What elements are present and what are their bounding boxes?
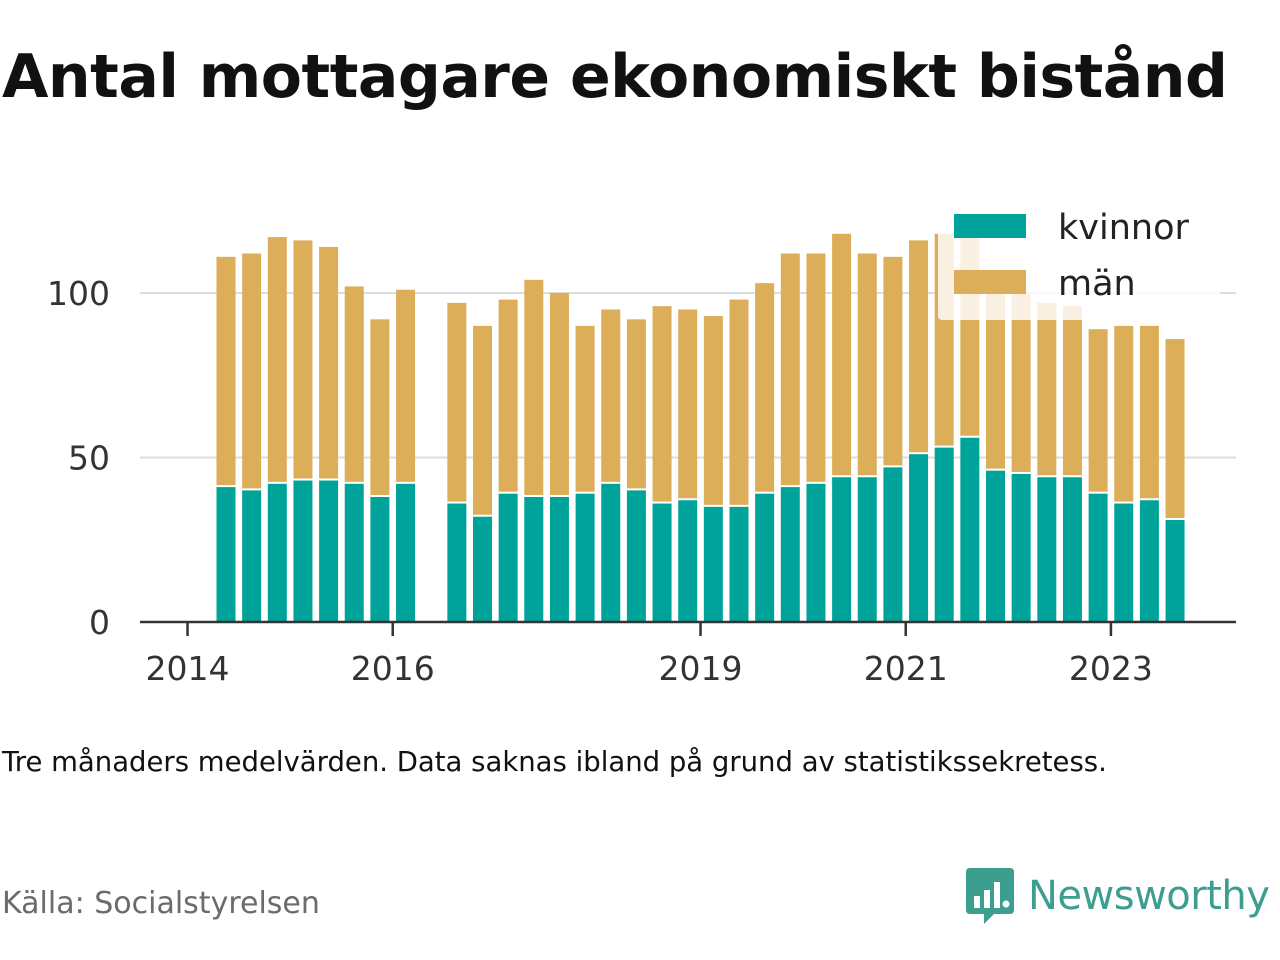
bar-man xyxy=(447,302,467,502)
bar-man xyxy=(601,309,621,482)
bar-kvinnor xyxy=(575,493,595,622)
bar-kvinnor xyxy=(242,490,262,622)
chart-note: Tre månaders medelvärden. Data saknas ib… xyxy=(2,746,1107,778)
bar-kvinnor xyxy=(729,506,749,622)
bar-man xyxy=(780,253,800,486)
legend-label-man: män xyxy=(1058,264,1136,304)
y-axis-ticks: 0 50 100 xyxy=(47,274,110,642)
bar-kvinnor xyxy=(678,500,698,622)
bar-man xyxy=(652,306,672,502)
bar-kvinnor xyxy=(216,487,236,622)
bar-man xyxy=(293,240,313,479)
bar-man xyxy=(1165,339,1185,519)
bar-man xyxy=(883,256,903,466)
x-tick-label: 2019 xyxy=(659,649,743,688)
bar-man xyxy=(806,253,826,482)
bar-man xyxy=(370,319,390,495)
bar-man xyxy=(1011,293,1031,472)
bar-kvinnor xyxy=(1139,500,1159,622)
bar-man xyxy=(1088,329,1108,492)
bar-man xyxy=(832,233,852,476)
bar-kvinnor xyxy=(1114,503,1134,622)
brand-name: Newsworthy xyxy=(1028,873,1270,919)
x-tick-label: 2016 xyxy=(351,649,435,688)
bar-kvinnor xyxy=(370,496,390,622)
stacked-bar-chart: 2014 2016 2019 2021 2023 0 50 100 kvinnor män xyxy=(47,196,1236,688)
bar-kvinnor xyxy=(293,480,313,622)
bar-man xyxy=(498,299,518,492)
bar-kvinnor xyxy=(755,493,775,622)
bar-kvinnor xyxy=(857,477,877,622)
bar-kvinnor xyxy=(806,483,826,622)
x-tick-label: 2021 xyxy=(864,649,948,688)
bar-kvinnor xyxy=(601,483,621,622)
bar-man xyxy=(1139,325,1159,499)
bar-man xyxy=(473,325,492,515)
bar-kvinnor xyxy=(1165,520,1185,622)
brand-logo[interactable]: Newsworthy xyxy=(964,866,1270,926)
bar-man xyxy=(396,289,416,482)
bar-kvinnor xyxy=(473,516,492,622)
bar-man xyxy=(344,286,364,482)
bar-kvinnor xyxy=(960,437,980,622)
bar-man xyxy=(575,325,595,492)
bar-kvinnor xyxy=(524,496,544,622)
x-axis-ticks: 2014 2016 2019 2021 2023 xyxy=(146,622,1153,688)
bar-kvinnor xyxy=(832,477,852,622)
bar-kvinnor xyxy=(1037,477,1057,622)
bar-man xyxy=(1114,325,1134,502)
bar-kvinnor xyxy=(447,503,467,622)
bar-kvinnor xyxy=(986,470,1005,622)
bar-man xyxy=(729,299,749,505)
legend-label-kvinnor: kvinnor xyxy=(1058,208,1189,248)
bar-man xyxy=(986,289,1005,469)
bar-man xyxy=(1037,302,1057,476)
bar-kvinnor xyxy=(652,503,672,622)
bar-man xyxy=(216,256,236,486)
chart-title: Antal mottagare ekonomiskt bistånd xyxy=(2,42,1228,112)
bar-man xyxy=(626,319,646,489)
y-tick-label: 0 xyxy=(89,603,110,642)
bar-man xyxy=(755,283,775,492)
legend-swatch-kvinnor xyxy=(954,214,1026,238)
x-tick-label: 2023 xyxy=(1069,649,1153,688)
bar-man xyxy=(267,237,287,482)
newsworthy-logo-icon xyxy=(966,868,1014,924)
bar-kvinnor xyxy=(498,493,518,622)
bar-man xyxy=(857,253,877,476)
bars xyxy=(216,233,1185,622)
x-tick-label: 2014 xyxy=(146,649,230,688)
legend: kvinnor män xyxy=(938,196,1220,320)
bar-kvinnor xyxy=(934,447,954,622)
bar-kvinnor xyxy=(703,506,723,622)
bar-kvinnor xyxy=(883,467,903,622)
bar-man xyxy=(549,293,569,495)
bar-kvinnor xyxy=(909,454,929,622)
bar-man xyxy=(909,240,929,453)
bar-man xyxy=(1062,306,1082,476)
bar-man xyxy=(242,253,262,489)
bar-man xyxy=(319,246,339,479)
bar-man xyxy=(678,309,698,499)
bar-kvinnor xyxy=(626,490,646,622)
y-tick-label: 100 xyxy=(47,274,110,313)
bar-kvinnor xyxy=(1062,477,1082,622)
bar-kvinnor xyxy=(267,483,287,622)
bar-kvinnor xyxy=(1088,493,1108,622)
bar-kvinnor xyxy=(549,496,569,622)
bar-kvinnor xyxy=(780,487,800,622)
bar-kvinnor xyxy=(1011,473,1031,622)
source-text: Källa: Socialstyrelsen xyxy=(2,886,320,921)
y-tick-label: 50 xyxy=(68,439,110,478)
bar-kvinnor xyxy=(344,483,364,622)
bar-man xyxy=(703,316,723,505)
bar-kvinnor xyxy=(319,480,339,622)
legend-swatch-man xyxy=(954,270,1026,294)
bar-kvinnor xyxy=(396,483,416,622)
bar-man xyxy=(524,279,544,495)
